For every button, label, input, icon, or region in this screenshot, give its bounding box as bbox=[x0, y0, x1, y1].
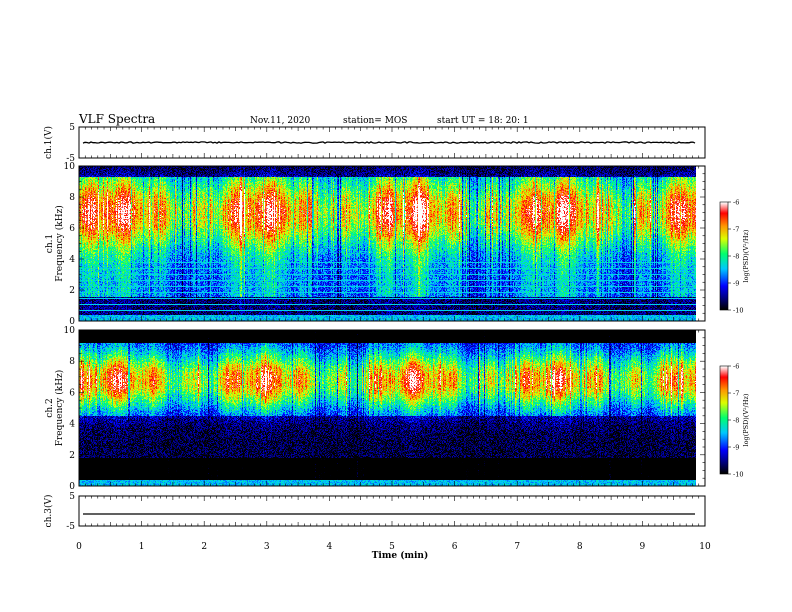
y-tick-label: 0 bbox=[69, 482, 75, 492]
y-axis-label-channel: ch.2 bbox=[45, 398, 55, 417]
y-tick-label: 8 bbox=[69, 193, 75, 203]
start-time-label: start UT = 18: 20: 1 bbox=[437, 116, 529, 126]
x-axis-label: Time (min) bbox=[372, 550, 429, 561]
waveform-trace bbox=[82, 141, 696, 144]
colorbar-tick-label: -8 bbox=[733, 417, 739, 425]
y-tick-label: 6 bbox=[69, 388, 75, 398]
x-tick-label: 4 bbox=[327, 542, 333, 552]
y-axis-label: ch.1Frequency (kHz) bbox=[45, 205, 65, 282]
x-tick-label: 1 bbox=[139, 542, 145, 552]
y-axis-label-unit: Frequency (kHz) bbox=[54, 205, 65, 282]
y-axis-label: ch.1(V) bbox=[43, 126, 54, 159]
y-tick-label: 5 bbox=[69, 123, 75, 133]
y-tick-label: -5 bbox=[66, 522, 75, 532]
figure-title: VLF Spectra bbox=[78, 112, 155, 126]
station-label: station= MOS bbox=[343, 116, 407, 126]
ch2-colorbar-image bbox=[720, 366, 728, 474]
colorbar-tick-label: -10 bbox=[733, 471, 743, 479]
x-tick-label: 9 bbox=[640, 542, 646, 552]
colorbar-tick-label: -9 bbox=[733, 444, 739, 452]
ch1-colorbar-image bbox=[720, 202, 728, 310]
y-tick-label: 6 bbox=[69, 224, 75, 234]
y-axis-label: ch.3(V) bbox=[43, 495, 54, 528]
colorbar-label: log(PSD)(V²/Hz) bbox=[742, 229, 750, 282]
y-tick-label: 2 bbox=[69, 286, 75, 296]
y-axis-label-unit: Frequency (kHz) bbox=[54, 370, 65, 447]
y-tick-label: 4 bbox=[69, 255, 75, 265]
ch1-spectrogram-image bbox=[79, 166, 696, 321]
x-tick-label: 6 bbox=[452, 542, 458, 552]
colorbar-tick-label: -6 bbox=[733, 363, 739, 371]
x-tick-label: 7 bbox=[514, 542, 520, 552]
colorbar-tick-label: -10 bbox=[733, 307, 743, 315]
y-tick-label: 4 bbox=[69, 420, 75, 430]
x-tick-label: 2 bbox=[201, 542, 207, 552]
x-tick-label: 5 bbox=[389, 542, 395, 552]
y-tick-label: 0 bbox=[69, 317, 75, 327]
y-axis-label: ch.2Frequency (kHz) bbox=[45, 370, 65, 447]
x-tick-label: 0 bbox=[76, 542, 82, 552]
y-tick-label: 2 bbox=[69, 451, 75, 461]
y-tick-label: 8 bbox=[69, 357, 75, 367]
colorbar-tick-label: -7 bbox=[733, 226, 739, 234]
colorbar-tick-label: -9 bbox=[733, 280, 739, 288]
colorbar-frame bbox=[719, 365, 729, 475]
y-tick-label: -5 bbox=[66, 154, 75, 164]
date-label: Nov.11, 2020 bbox=[250, 116, 311, 126]
x-tick-label: 8 bbox=[577, 542, 583, 552]
y-tick-label: 5 bbox=[69, 492, 75, 502]
panel-frame bbox=[78, 329, 706, 487]
colorbar-tick-label: -7 bbox=[733, 390, 739, 398]
colorbar-label: log(PSD)(V²/Hz) bbox=[742, 393, 750, 446]
colorbar-frame bbox=[719, 201, 729, 311]
ch2-spectrogram-image bbox=[79, 330, 696, 486]
y-tick-label: 10 bbox=[64, 326, 76, 336]
y-tick-label: 10 bbox=[64, 162, 76, 172]
x-tick-label: 10 bbox=[699, 542, 711, 552]
colorbar-tick-label: -6 bbox=[733, 199, 739, 207]
y-axis-label-channel: ch.1 bbox=[45, 234, 55, 253]
panel-frame bbox=[78, 165, 706, 322]
colorbar-tick-label: -8 bbox=[733, 253, 739, 261]
x-tick-label: 3 bbox=[264, 542, 270, 552]
